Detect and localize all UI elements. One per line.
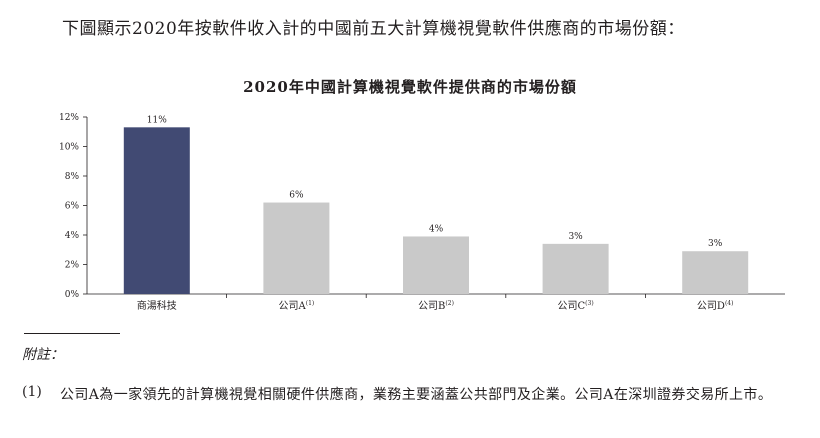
y-tick-label: 10% (59, 143, 79, 153)
data-label: 3% (568, 232, 583, 242)
category-name: 公司A (279, 301, 307, 312)
bar (403, 236, 469, 294)
y-tick-label: 8% (65, 172, 80, 182)
intro-text: 下圖顯示2020年按軟件收入計的中國前五大計算機視覺軟件供應商的市場份額： (62, 19, 685, 39)
data-label: 6% (289, 191, 304, 201)
category-label: 公司A(1) (279, 300, 315, 312)
data-label: 11% (147, 115, 167, 125)
data-label: 4% (429, 224, 444, 234)
y-tick-label: 4% (65, 231, 80, 241)
data-label: 3% (708, 239, 723, 249)
category-label: 公司C(3) (558, 300, 594, 312)
footnote-number: (1) (22, 384, 42, 400)
category-footnote-marker: (4) (725, 300, 734, 307)
category-footnote-marker: (3) (585, 300, 594, 307)
y-tick-label: 2% (65, 261, 80, 271)
bar (542, 243, 609, 294)
category-label: 公司D(4) (697, 300, 734, 312)
footnote-divider (24, 333, 120, 334)
bar (263, 202, 330, 294)
bar (682, 251, 749, 294)
category-name: 公司C (558, 301, 586, 312)
y-tick-label: 0% (65, 290, 80, 300)
chart-title: 2020年中國計算機視覺軟件提供商的市場份額 (243, 78, 577, 96)
y-tick-label: 12% (59, 113, 79, 123)
y-tick-label: 6% (65, 202, 80, 212)
category-label: 商湯科技 (137, 299, 177, 312)
category-footnote-marker: (1) (306, 300, 315, 307)
category-footnote-marker: (2) (445, 300, 454, 307)
category-name: 商湯科技 (137, 299, 177, 312)
category-name: 公司B (418, 301, 445, 312)
footnote-text: 公司A為一家領先的計算機視覺相關硬件供應商，業務主要涵蓋公共部門及企業。公司A在… (60, 387, 773, 403)
bar (123, 127, 190, 294)
category-name: 公司D (697, 301, 725, 312)
market-share-bar-chart: 0% 2% 4% 6% 8% 10% 12% 11% 商湯科技 6% 公司A(1) 4% 公司B(2)… (59, 113, 785, 312)
notes-heading: 附註： (22, 347, 64, 363)
category-label: 公司B(2) (418, 300, 454, 312)
